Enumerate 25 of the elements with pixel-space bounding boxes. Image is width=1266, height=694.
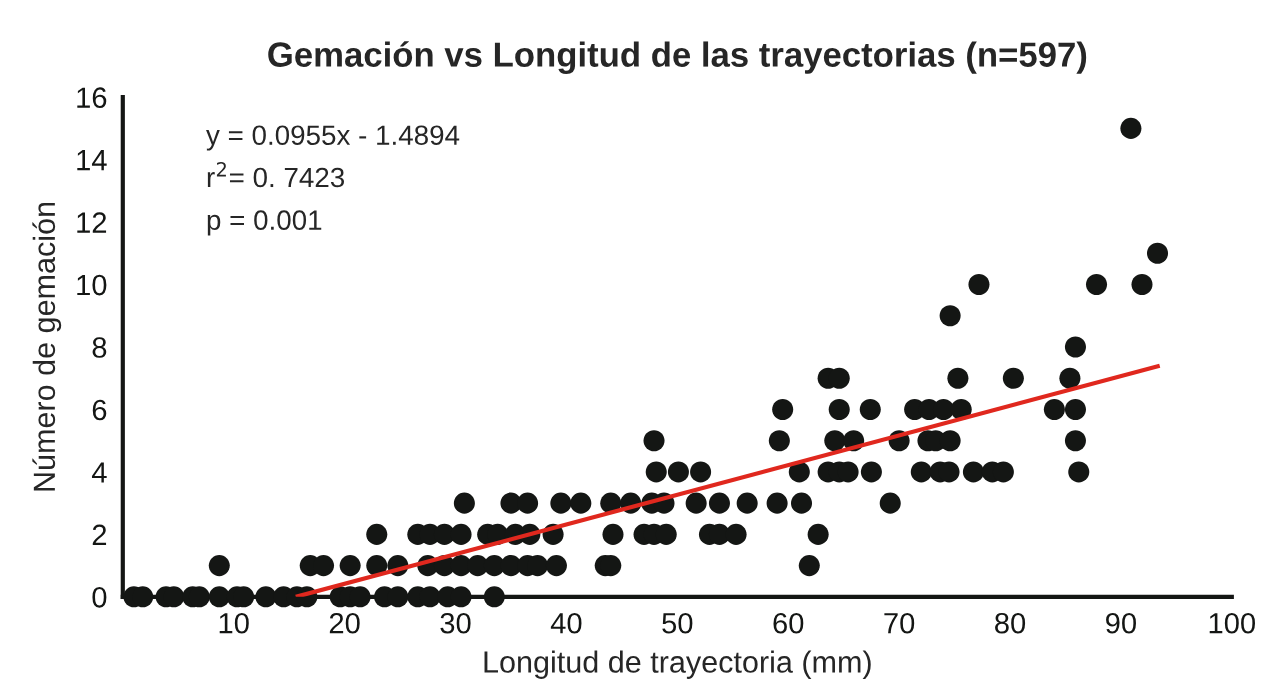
y-tick-label: 12	[77, 212, 107, 233]
y-tick-label: 2	[92, 524, 107, 545]
y-tick-label: 0	[92, 587, 107, 608]
annotation: y = 0.0955x - 1.4894	[206, 125, 460, 151]
chart-title: Gemación vs Longitud de las trayectorias (n=597)	[268, 41, 1087, 74]
x-tick-label: 60	[773, 612, 804, 634]
x-tick-label: 80	[995, 612, 1026, 634]
x-tick-label: 90	[1106, 612, 1136, 634]
x-tick-label: 40	[550, 612, 582, 634]
x-tick-label: 30	[440, 612, 471, 634]
x-tick-label: 70	[884, 612, 915, 634]
y-tick-label: 8	[92, 337, 107, 358]
x-tick-label: 100	[1209, 612, 1256, 634]
x-tick-label: 50	[662, 612, 693, 634]
y-axis-title: Número de gemación	[32, 202, 62, 491]
x-tick-label: 10	[219, 612, 249, 634]
annotation: p = 0.001	[207, 210, 322, 236]
y-tick-label: 10	[77, 274, 107, 296]
y-tick-label: 16	[77, 87, 107, 109]
y-tick-label: 4	[91, 462, 107, 483]
annotation: r$^{2}$= 0. 7423	[207, 161, 345, 188]
x-tick-label: 20	[329, 612, 360, 634]
x-axis-title: Longitud de trayectoria (mm)	[484, 650, 871, 679]
y-tick-label: 14	[77, 150, 107, 171]
y-tick-label: 6	[92, 399, 107, 421]
